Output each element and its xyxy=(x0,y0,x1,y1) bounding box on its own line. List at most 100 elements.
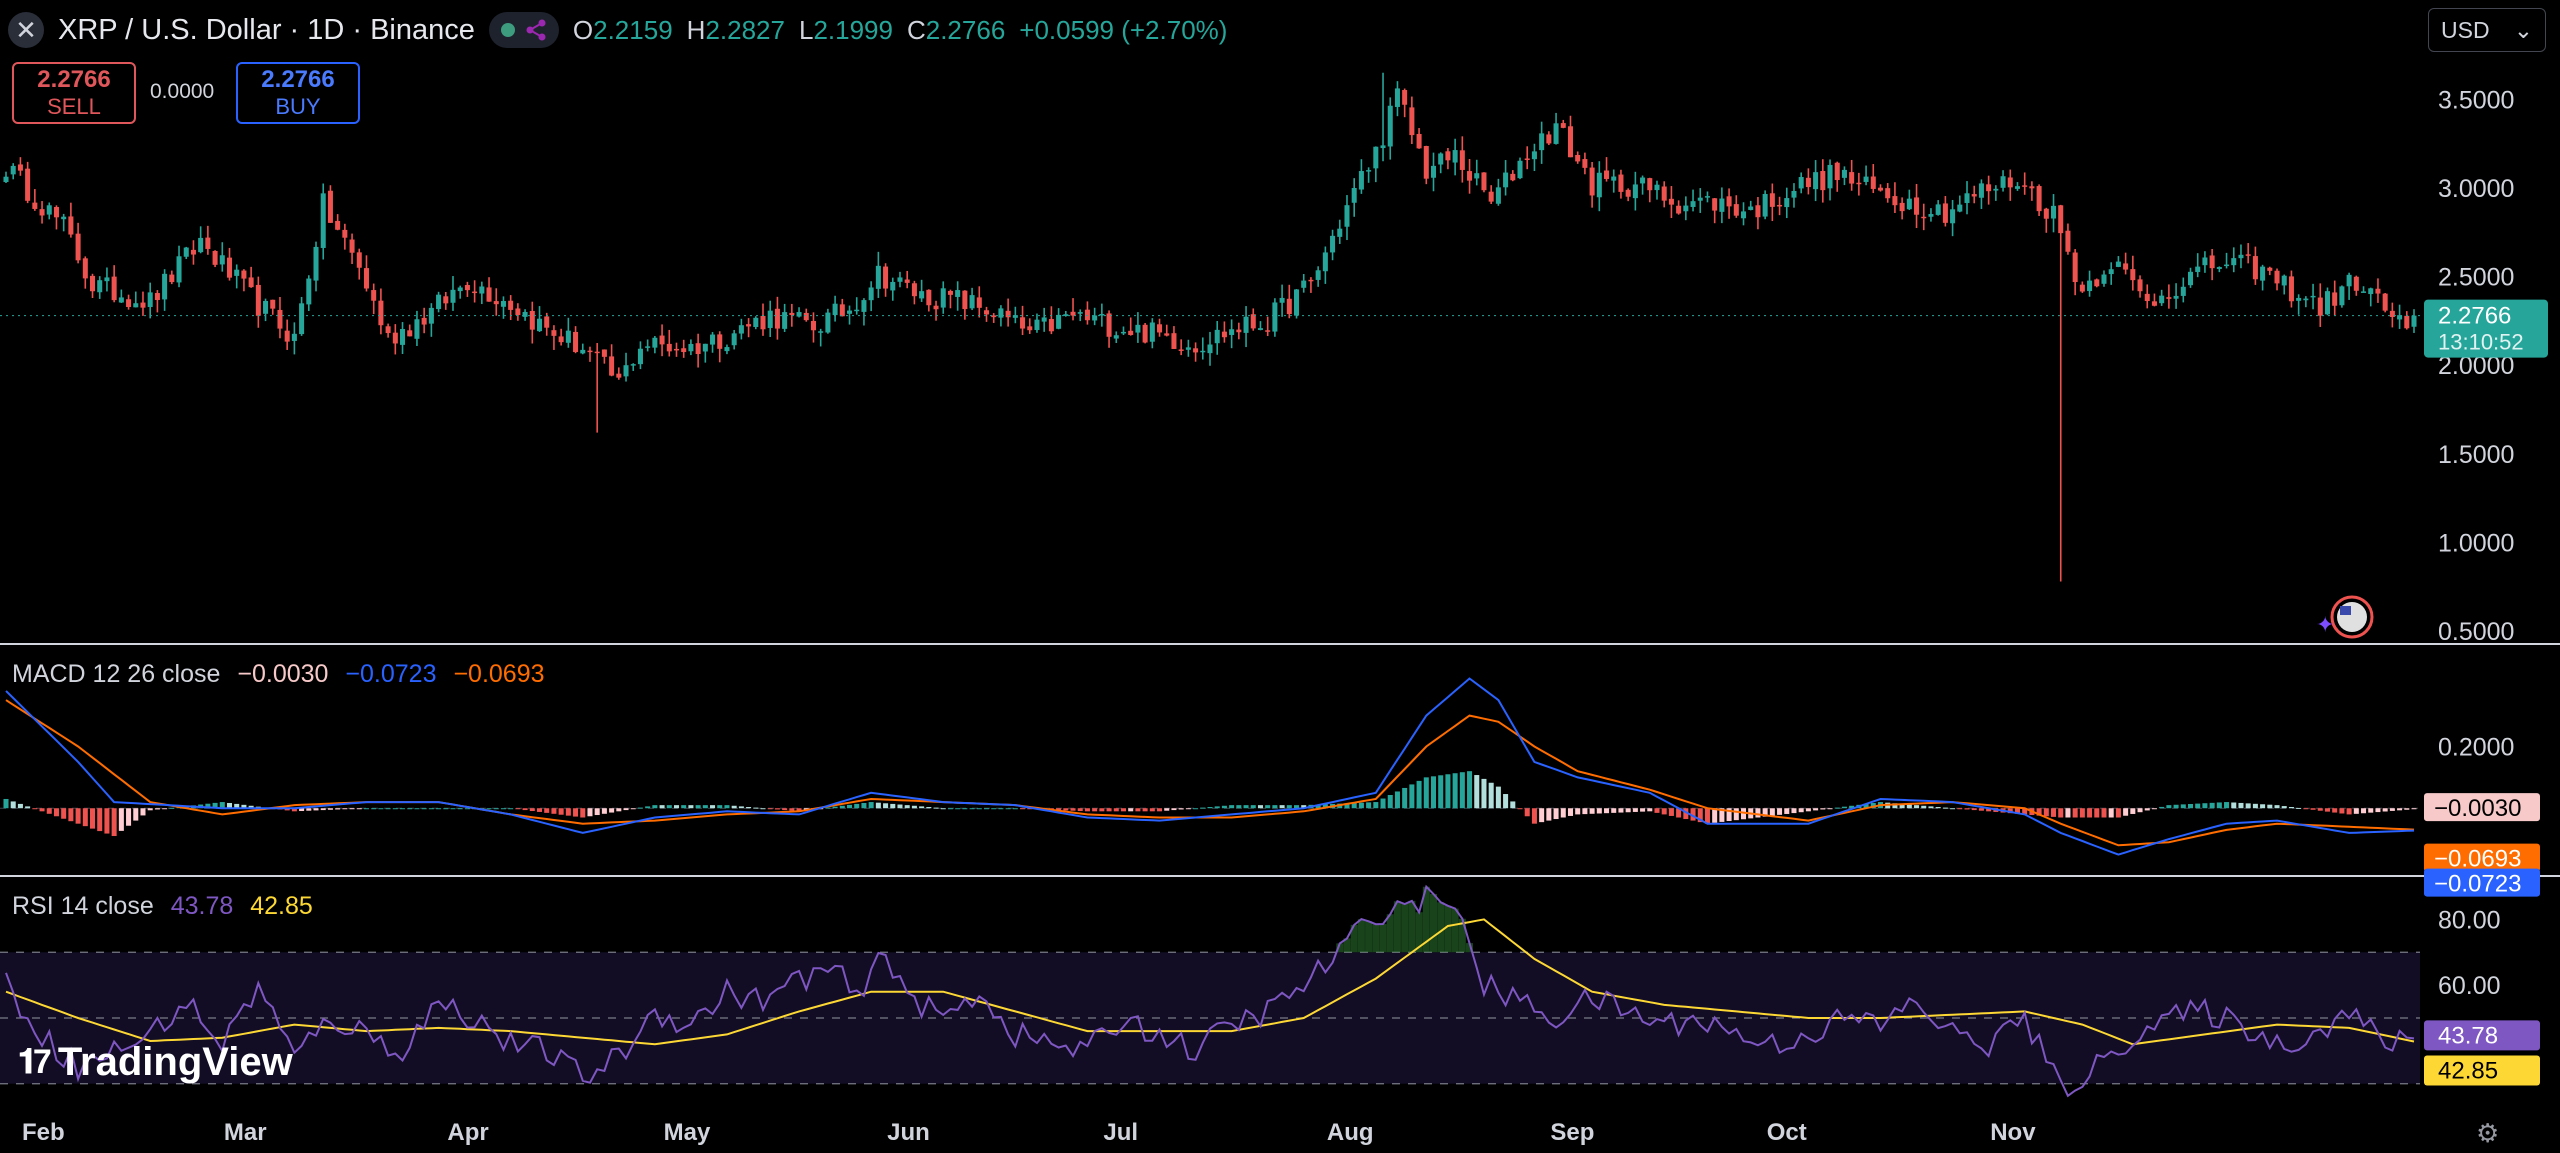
macd-histogram-bar xyxy=(2036,808,2042,816)
macd-histogram-bar xyxy=(2361,808,2367,814)
sell-button[interactable]: 2.2766 SELL xyxy=(12,62,136,124)
candle xyxy=(255,276,261,328)
macd-histogram-bar xyxy=(1575,808,1581,815)
candle-body xyxy=(940,288,946,308)
candle-body xyxy=(746,324,752,327)
rsi-legend[interactable]: RSI 14 close 43.78 42.85 xyxy=(12,892,313,921)
candle xyxy=(1625,188,1631,202)
macd-histogram-bar xyxy=(169,807,175,809)
x-icon[interactable]: ✕ xyxy=(8,12,44,48)
candle-body xyxy=(1185,347,1191,350)
price-tick-label: 3.0000 xyxy=(2438,175,2514,203)
candle xyxy=(3,171,9,184)
candle xyxy=(183,246,189,260)
settings-icon[interactable]: ⚙ xyxy=(2476,1118,2500,1148)
low-value: 2.1999 xyxy=(813,14,893,45)
candle xyxy=(601,349,607,364)
spread-value: 0.0000 xyxy=(150,80,215,103)
candle xyxy=(2144,284,2150,309)
candle xyxy=(1366,167,1372,183)
candle-body xyxy=(1157,324,1163,333)
candle xyxy=(2324,287,2331,316)
candle xyxy=(594,343,600,433)
candle-body xyxy=(1986,184,1992,192)
macd-histogram-bar xyxy=(1315,804,1321,809)
macd-histogram-bar xyxy=(1690,808,1696,821)
candle xyxy=(2317,283,2323,327)
candle xyxy=(2303,296,2309,308)
candle-body xyxy=(147,292,153,308)
candle xyxy=(1921,203,1927,231)
macd-histogram-bar xyxy=(1798,808,1804,813)
candle-body xyxy=(580,349,586,354)
currency-select[interactable]: USD ⌄ xyxy=(2428,8,2546,52)
candle-body xyxy=(2288,276,2294,302)
macd-histogram-bar xyxy=(385,808,391,810)
candle-body xyxy=(1560,123,1566,128)
candle xyxy=(39,201,45,224)
macd-histogram-bar xyxy=(1978,808,1984,811)
macd-histogram-bar xyxy=(1928,806,1934,809)
candle xyxy=(991,313,997,323)
macd-histogram-bar xyxy=(1474,775,1480,809)
candle xyxy=(969,287,975,311)
candle-body xyxy=(594,351,600,354)
status-pill[interactable] xyxy=(488,12,559,48)
candle xyxy=(1971,185,1977,204)
candle-body xyxy=(645,346,651,348)
candle-body xyxy=(2231,258,2237,266)
buy-button[interactable]: 2.2766 BUY xyxy=(236,62,360,124)
macd-title: MACD 12 26 close xyxy=(12,660,221,688)
candle-body xyxy=(1387,105,1393,147)
candle-body xyxy=(623,365,629,377)
macd-histogram-bar xyxy=(1120,808,1127,812)
tradingview-logo[interactable]: 𝟏7 TradingView xyxy=(18,1040,293,1085)
macd-histogram-bar xyxy=(1467,771,1473,809)
candle-body xyxy=(1546,134,1552,144)
candle-body xyxy=(2245,254,2251,256)
candle xyxy=(2231,247,2237,273)
macd-histogram-bar xyxy=(2180,804,2186,809)
candle xyxy=(1784,187,1790,219)
candle-body xyxy=(1409,107,1415,136)
symbol-title[interactable]: XRP / U.S. Dollar · 1D · Binance xyxy=(58,13,475,46)
candle-body xyxy=(1942,203,1948,223)
candle-body xyxy=(875,265,881,289)
macd-histogram-bar xyxy=(587,808,593,817)
candle xyxy=(976,286,982,318)
candle xyxy=(2202,251,2208,273)
candle xyxy=(147,282,153,319)
candle xyxy=(1402,88,1408,118)
macd-histogram-bar xyxy=(2404,808,2410,810)
candle xyxy=(2339,285,2345,308)
high-value: 2.2827 xyxy=(705,14,785,45)
rsi-tag: 43.78 xyxy=(2424,1020,2540,1051)
macd-histogram-bar xyxy=(133,808,139,821)
candle-body xyxy=(1164,333,1170,336)
candle-body xyxy=(688,343,694,352)
macd-legend[interactable]: MACD 12 26 close −0.0030 −0.0723 −0.0693 xyxy=(12,660,545,689)
candle xyxy=(580,343,586,355)
candle-body xyxy=(104,277,110,282)
candle xyxy=(1733,195,1739,218)
time-tick-label: Jul xyxy=(1103,1119,1138,1146)
macd-histogram-bar xyxy=(659,805,665,809)
candle xyxy=(284,319,290,350)
macd-histogram-bar xyxy=(1250,805,1256,809)
candle xyxy=(2058,204,2064,582)
macd-histogram-bar xyxy=(1452,773,1458,809)
macd-histogram-bar xyxy=(2123,808,2129,816)
candle-body xyxy=(2108,269,2114,275)
macd-histogram-bar xyxy=(2382,808,2388,812)
candle-body xyxy=(1582,159,1588,168)
candle xyxy=(688,339,694,356)
candle-body xyxy=(1553,123,1559,144)
macd-histogram-bar xyxy=(1070,808,1076,811)
macd-histogram-bar xyxy=(212,802,218,809)
macd-histogram-bar xyxy=(1863,803,1869,809)
candle xyxy=(126,294,132,310)
candle-body xyxy=(126,299,132,307)
macd-histogram-bar xyxy=(710,805,716,809)
candle-body xyxy=(500,301,506,307)
